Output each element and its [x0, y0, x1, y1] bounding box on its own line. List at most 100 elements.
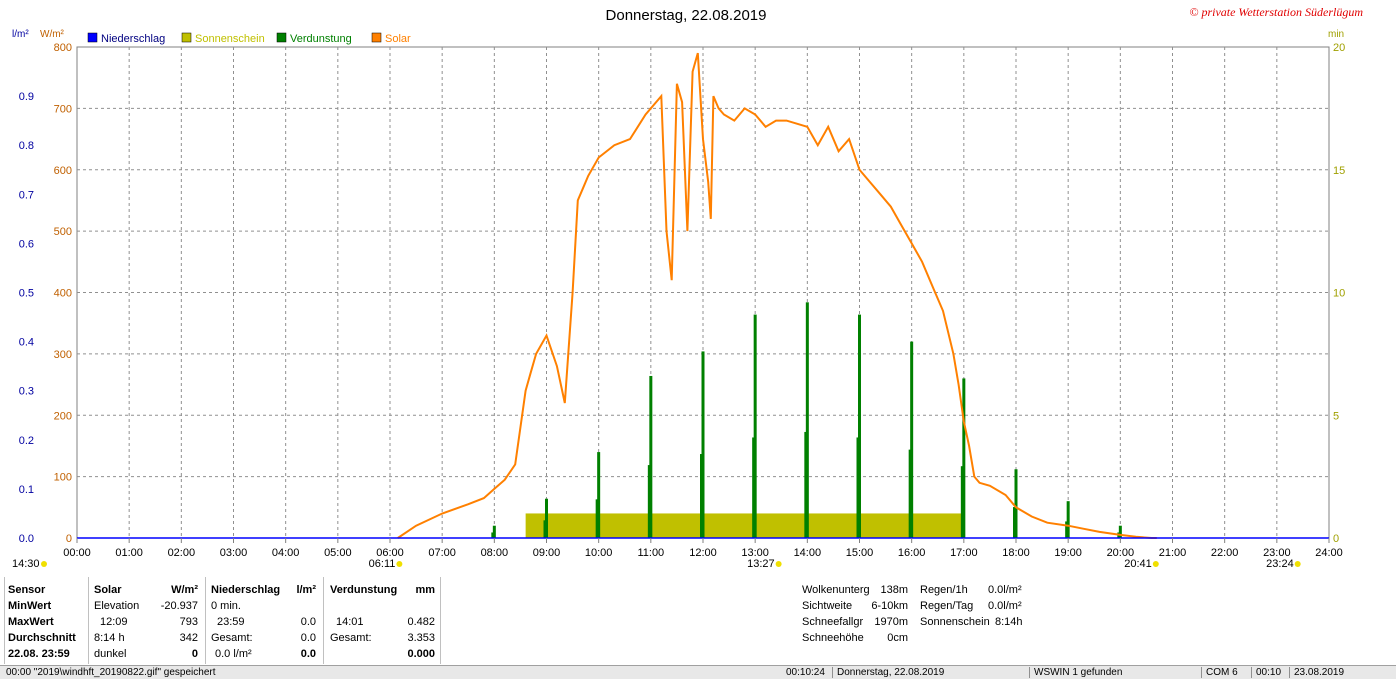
min-tick-4: 20	[1333, 42, 1345, 54]
x-tick-18: 18:00	[1002, 547, 1030, 559]
legend-label-2: Verdunstung	[290, 33, 352, 45]
rain-r1-b: 0.0	[300, 616, 316, 628]
rain-r2-b: 0.0	[300, 632, 316, 644]
marker-dot-3	[1152, 561, 1159, 567]
solar-tick-2: 200	[54, 410, 72, 422]
col-sensor-4: 22.08. 23:59	[8, 648, 70, 660]
rain-tick-7: 0.7	[19, 189, 34, 201]
marker-dot-0	[41, 561, 47, 567]
rain-r3-b: 0.0	[300, 648, 316, 660]
evap-head: Verdunstung	[330, 584, 398, 596]
x-tick-17: 17:00	[950, 547, 978, 559]
x-tick-16: 16:00	[898, 547, 926, 559]
marker-dot-4	[1294, 561, 1301, 567]
rain-tick-4: 0.4	[19, 337, 34, 349]
x-tick-8: 08:00	[481, 547, 509, 559]
solar-tick-1: 100	[54, 472, 72, 484]
x-tick-12: 12:00	[689, 547, 717, 559]
min-tick-3: 15	[1333, 165, 1345, 177]
evap-bar-half-11	[1065, 521, 1069, 538]
evap-bar-half-7	[856, 437, 860, 538]
status-file: 00:00 "2019\windhft_20190822.gif" gespei…	[6, 667, 216, 678]
evap-unit: mm	[415, 584, 435, 596]
status-ws: WSWIN 1 gefunden	[1034, 667, 1123, 678]
x-tick-10: 10:00	[585, 547, 613, 559]
legend-swatch-1	[181, 32, 192, 43]
x-tick-0: 00:00	[63, 547, 91, 559]
evap-bar-7	[858, 314, 861, 538]
evap-bar-half-0	[491, 532, 495, 538]
evap-bar-1	[545, 498, 548, 538]
solar-tick-5: 500	[54, 226, 72, 238]
solar-tick-0: 0	[66, 533, 72, 545]
copyright-text: © private Wetterstation Süderlügum	[1189, 5, 1363, 19]
solar-r2-a: 8:14 h	[94, 632, 125, 644]
x-tick-5: 05:00	[324, 547, 352, 559]
marker-dot-2	[775, 561, 782, 567]
status-bar: 00:00 "2019\windhft_20190822.gif" gespei…	[0, 665, 1396, 679]
rain-extra-0-label: Regen/1h	[920, 584, 968, 596]
rain-tick-9: 0.9	[19, 91, 34, 103]
evap-r1-a: 14:01	[336, 616, 364, 628]
weather-1-label: Sichtweite	[802, 600, 853, 612]
y-axis-ticks: 0.00.10.20.30.40.50.60.70.80.90100200300…	[19, 42, 1346, 545]
evap-bar-3	[649, 375, 653, 538]
rain-tick-1: 0.1	[19, 484, 34, 496]
solar-r0-b: -20.937	[160, 600, 198, 612]
solar-r3-b: 0	[191, 648, 198, 660]
rain-r3-a: 0.0 l/m²	[215, 648, 252, 660]
solar-tick-8: 800	[54, 42, 72, 54]
x-tick-13: 13:00	[741, 547, 769, 559]
rain-extra-2-label: Sonnenschein	[920, 616, 990, 628]
solar-r0-a: Elevation	[94, 600, 140, 612]
weather-0-value: 138m	[880, 584, 908, 596]
min-tick-2: 10	[1333, 288, 1345, 300]
status-date: Donnerstag, 22.08.2019	[837, 667, 945, 678]
x-tick-21: 21:00	[1159, 547, 1187, 559]
solar-tick-6: 600	[54, 165, 72, 177]
rain-extra-1-label: Regen/Tag	[920, 600, 974, 612]
evap-bar-5	[753, 314, 757, 538]
solar-tick-3: 300	[54, 349, 72, 361]
x-tick-1: 01:00	[115, 547, 143, 559]
x-tick-22: 22:00	[1211, 547, 1239, 559]
solar-r3-a: dunkel	[94, 648, 127, 660]
weather-2-value: 1970m	[874, 616, 908, 628]
x-tick-11: 11:00	[637, 547, 664, 559]
solar-tick-4: 400	[54, 288, 72, 300]
rain-extra-1-value: 0.0l/m²	[988, 600, 1022, 612]
col-sensor-1: MinWert	[8, 600, 52, 612]
evap-r2-b: 3.353	[407, 632, 435, 644]
status-com: COM 6	[1206, 667, 1238, 678]
rain-unit-label: l/m²	[12, 29, 29, 40]
evap-bar-0	[492, 525, 496, 538]
x-tick-4: 04:00	[272, 547, 300, 559]
legend-label-1: Sonnenschein	[195, 33, 265, 45]
rain-tick-0: 0.0	[19, 533, 34, 545]
rain-tick-2: 0.2	[19, 435, 34, 447]
solar-unit: W/m²	[171, 584, 198, 596]
marker-label-0: 14:30	[12, 558, 40, 570]
legend: Niederschlag Sonnenschein Verdunstung Solar	[87, 32, 411, 45]
x-tick-15: 15:00	[846, 547, 874, 559]
min-unit-label: min	[1328, 29, 1344, 40]
marker-label-4: 23:24	[1266, 558, 1294, 570]
legend-label-3: Solar	[385, 33, 411, 45]
sunshine-bar	[525, 513, 962, 538]
solar-tick-7: 700	[54, 103, 72, 115]
weather-3-value: 0cm	[887, 632, 908, 644]
solar-line	[397, 52, 1157, 539]
rain-r0-a: 0 min.	[211, 600, 241, 612]
rain-tick-5: 0.5	[19, 288, 34, 300]
legend-label-0: Niederschlag	[101, 33, 165, 45]
evap-bar-half-8	[908, 449, 912, 538]
weather-chart: Donnerstag, 22.08.2019 © private Wetters…	[12, 5, 1363, 570]
status-date2: 23.08.2019	[1294, 667, 1345, 678]
evap-bar-4	[701, 351, 705, 538]
rain-extra-2-value: 8:14h	[995, 616, 1023, 628]
time-markers: 14:30 06:11 13:27 20:41 23:24	[12, 558, 1301, 570]
evap-bar-8	[910, 341, 914, 538]
solar-head: Solar	[94, 584, 122, 596]
weather-2-label: Schneefallgr	[802, 616, 864, 628]
x-axis-ticks: 00:00 01:00 02:00 03:00 04:00 05:00 06:00 07:00…	[63, 538, 1343, 559]
